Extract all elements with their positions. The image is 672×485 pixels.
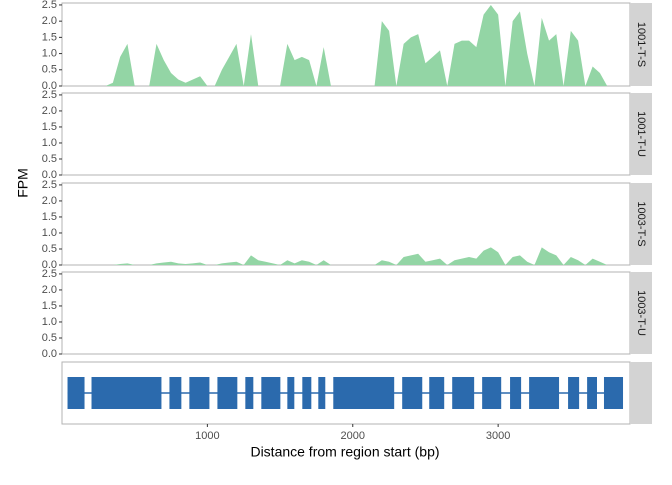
panel-border [61,271,631,355]
y-tick-label: 2.0 [42,284,57,296]
exon [261,377,281,409]
y-tick-label: 2.0 [42,15,57,27]
exon [169,377,182,409]
y-tick-label: 1.0 [42,47,57,59]
strip-label: 1001-T-U [635,111,647,157]
y-tick-label: 1.5 [42,121,57,133]
y-tick-label: 2.5 [42,179,57,191]
exon [568,377,580,409]
exon [587,377,597,409]
exon [529,377,560,409]
y-tick-label: 1.0 [42,316,57,328]
exon [245,377,254,409]
y-tick-label: 0.5 [42,153,57,165]
y-tick-label: 1.5 [42,211,57,223]
y-tick-label: 0.5 [42,243,57,255]
x-tick-label: 2000 [341,430,365,442]
exon [510,377,522,409]
y-tick-label: 2.5 [42,89,57,101]
y-tick-label: 1.0 [42,227,57,239]
area [62,247,622,265]
strip [630,362,652,424]
panel-border [61,92,631,176]
y-tick-label: 0.0 [42,169,57,181]
y-tick-label: 1.0 [42,137,57,149]
exon [217,377,238,409]
y-tick-label: 0.5 [42,64,57,76]
strip [630,183,652,265]
y-tick-label: 2.0 [42,195,57,207]
exon [452,377,475,409]
exon [67,377,85,409]
strip-label: 1001-T-S [635,22,647,67]
x-tick-label: 1000 [195,430,219,442]
y-tick-label: 1.5 [42,31,57,43]
x-axis-label: Distance from region start (bp) [250,444,439,460]
exon [189,377,210,409]
y-tick-label: 2.0 [42,105,57,117]
exon [402,377,423,409]
y-tick-label: 2.5 [42,0,57,11]
area [62,4,622,86]
exon [302,377,312,409]
y-tick-label: 0.0 [42,80,57,92]
y-tick-label: 0.0 [42,348,57,360]
exon [603,377,624,409]
y-tick-label: 0.5 [42,332,57,344]
x-tick-label: 3000 [486,430,510,442]
y-tick-label: 1.5 [42,300,57,312]
strip [630,3,652,86]
strip [630,93,652,175]
exon [333,377,395,409]
exon [429,377,445,409]
strip-label: 1003-T-U [635,290,647,336]
strip-label: 1003-T-S [635,201,647,246]
strip [630,272,652,354]
exon [91,377,162,409]
y-tick-label: 2.5 [42,268,57,280]
exon [287,377,295,409]
y-tick-label: 0.0 [42,259,57,271]
y-axis-label: FPM [15,168,31,198]
exon [318,377,326,409]
exon [482,377,502,409]
